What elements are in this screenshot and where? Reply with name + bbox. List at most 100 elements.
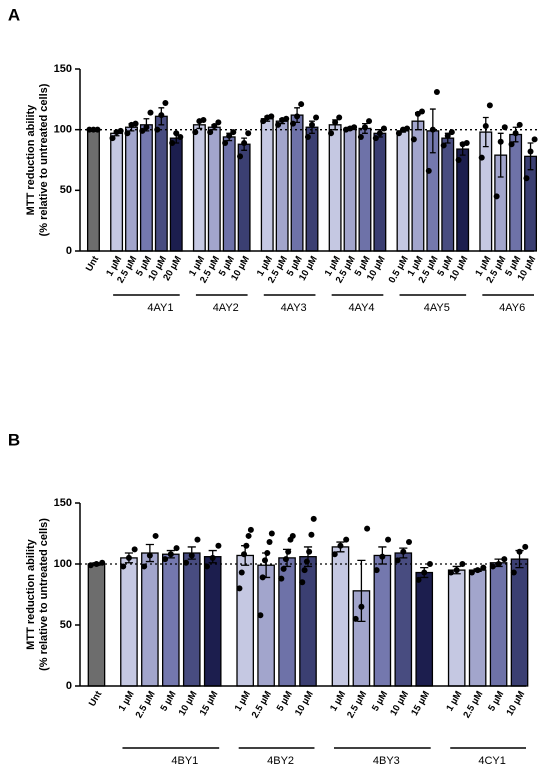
data-point [351, 124, 358, 131]
x-tick-label: 5 µM [158, 689, 178, 713]
data-point [372, 135, 379, 142]
data-point [283, 115, 290, 122]
data-point [241, 551, 248, 558]
data-point [301, 567, 308, 574]
bar [237, 143, 251, 252]
data-point [200, 116, 207, 123]
data-point [230, 129, 237, 136]
data-point [245, 532, 252, 539]
x-tick-label: 2.5 µM [345, 689, 369, 720]
y-tick-label: 50 [60, 619, 72, 631]
data-point [394, 557, 401, 564]
bar [524, 155, 538, 252]
error-bar [527, 142, 534, 171]
data-point [141, 563, 148, 570]
x-tick-label: 2.5 µM [461, 689, 485, 720]
data-point [440, 142, 447, 149]
data-point [125, 554, 132, 561]
data-point [364, 525, 371, 532]
y-axis-label: MTT reduction ability [25, 104, 37, 215]
bar [275, 120, 289, 252]
data-point [257, 612, 264, 619]
data-point [358, 603, 365, 610]
data-point [167, 551, 174, 558]
data-point [264, 550, 271, 557]
data-point [152, 532, 159, 539]
data-point [497, 138, 504, 145]
x-tick-label: 1 µM [233, 689, 253, 713]
data-point [247, 526, 254, 533]
y-tick-label: 150 [54, 63, 72, 75]
data-point [87, 562, 94, 569]
data-point [501, 124, 508, 131]
data-point [238, 569, 245, 576]
data-point [444, 132, 451, 139]
x-tick-label: 15 µM [409, 689, 432, 718]
group-label: 4BY2 [267, 755, 294, 767]
data-point [328, 130, 335, 137]
data-point [162, 99, 169, 106]
x-tick-label: Unt [84, 254, 102, 274]
bar [203, 556, 222, 687]
bar [182, 552, 201, 687]
bar [120, 557, 138, 687]
data-point [289, 532, 296, 539]
bars [86, 114, 538, 252]
data-point [495, 561, 502, 567]
data-point [188, 552, 195, 559]
data-point [207, 129, 214, 136]
group-label: 4AY2 [213, 302, 239, 314]
bar [441, 137, 455, 252]
y-tick-label: 150 [54, 497, 72, 509]
data-point [429, 126, 436, 133]
data-point [282, 556, 289, 563]
data-point [332, 119, 339, 126]
bar [396, 130, 410, 252]
data-point [183, 559, 190, 566]
bars [87, 546, 529, 687]
group-label: 4AY6 [499, 302, 525, 314]
data-point [395, 130, 402, 137]
data-point [117, 127, 124, 134]
error-bar [357, 559, 366, 622]
bar [87, 563, 106, 687]
data-point [453, 567, 460, 574]
group-label: 4BY3 [373, 755, 400, 767]
data-point [211, 123, 218, 130]
data-point [266, 539, 273, 546]
bar [222, 136, 236, 252]
data-point [512, 130, 519, 137]
data-point [310, 515, 317, 522]
y-tick-label: 100 [54, 124, 72, 136]
data-point [410, 136, 417, 143]
overlays [86, 89, 538, 200]
group-label: 4AY3 [281, 302, 307, 314]
x-tick-label: 5 µM [275, 689, 295, 713]
data-point [99, 559, 106, 566]
data-point [173, 130, 180, 137]
data-point [147, 109, 154, 116]
data-point [194, 536, 201, 543]
data-point [245, 130, 252, 137]
data-point [294, 113, 301, 120]
x-tick-label: 10 µM [504, 689, 527, 718]
data-point [447, 569, 454, 576]
data-point [169, 140, 176, 147]
panel-label: A [8, 5, 20, 24]
bar [328, 124, 342, 252]
x-tick-label: 1 µM [117, 689, 137, 713]
bar [479, 131, 493, 252]
bar [373, 132, 387, 252]
data-point [162, 556, 169, 563]
data-point [482, 123, 489, 130]
data-point [415, 576, 422, 583]
y-tick-label: 0 [66, 680, 72, 692]
bar [510, 558, 529, 687]
data-point [508, 141, 515, 148]
bar [257, 564, 275, 687]
data-point [400, 548, 407, 555]
data-point [531, 136, 538, 143]
data-point [268, 530, 275, 537]
x-tick-label: 2.5 µM [250, 689, 274, 720]
